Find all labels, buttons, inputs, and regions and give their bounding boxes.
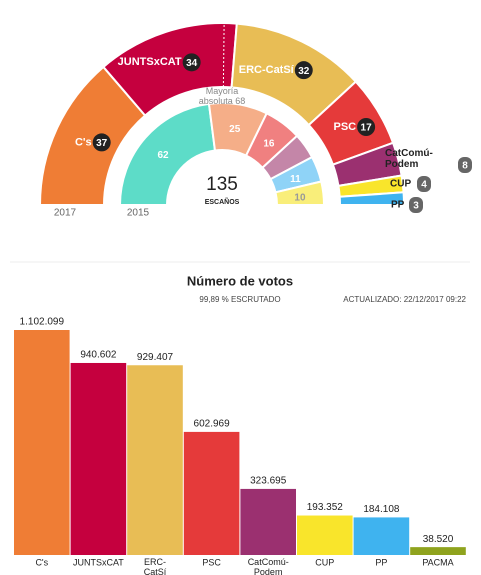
seat-count: 32 xyxy=(298,66,310,77)
seat-segment xyxy=(274,180,326,206)
majority-annotation: Mayoría absoluta 68 xyxy=(199,86,246,106)
x-tick-label: CatComú-Podem xyxy=(248,557,289,575)
ring-year: 2017 xyxy=(54,208,77,219)
bar xyxy=(353,517,410,555)
seat-count: 4 xyxy=(421,180,427,191)
x-tick-label: PP xyxy=(375,557,387,567)
bar xyxy=(70,362,127,555)
x-tick-label: C's xyxy=(35,557,48,567)
value-label: 602.969 xyxy=(194,419,231,430)
bar xyxy=(127,365,183,555)
x-tick-label: PSC xyxy=(202,557,221,567)
update-note: ACTUALIZADO: 22/12/2017 09:22 xyxy=(343,295,466,304)
chart-subtitle: 99,89 % ESCRUTADO xyxy=(199,295,280,304)
seat-badge xyxy=(294,61,313,80)
majority-line xyxy=(222,23,225,88)
seat-count: 34 xyxy=(186,58,198,69)
value-label: 38.520 xyxy=(423,534,454,545)
x-tick-label: JUNTSxCAT xyxy=(73,557,124,567)
value-label: 184.108 xyxy=(363,504,400,515)
party-label: C's xyxy=(75,136,92,148)
seat-badge xyxy=(417,176,431,192)
seat-total-label: ESCAÑOS xyxy=(205,197,240,206)
party-label: CatComú-Podem xyxy=(385,148,433,170)
bar xyxy=(183,431,240,555)
value-label: 929.407 xyxy=(137,352,174,363)
seat-count: 62 xyxy=(157,150,169,161)
value-label: 193.352 xyxy=(307,502,344,513)
seat-badge xyxy=(409,197,423,213)
party-label: JUNTSxCAT xyxy=(118,56,182,68)
party-label: PP xyxy=(391,200,405,211)
x-tick-label: CUP xyxy=(315,557,334,567)
seat-badge xyxy=(92,133,111,152)
bar xyxy=(240,488,296,555)
seat-count: 11 xyxy=(290,174,301,185)
seat-count: 10 xyxy=(294,193,306,204)
value-label: 940.602 xyxy=(80,350,117,361)
seat-count: 17 xyxy=(361,123,373,134)
chart-title: Número de votos xyxy=(187,273,293,288)
seat-total: 135 xyxy=(206,174,238,195)
bar xyxy=(297,515,353,555)
seat-badge xyxy=(458,157,472,173)
ring-year: 2015 xyxy=(127,208,150,219)
party-label: ERC-CatSí xyxy=(239,64,295,76)
seat-count: 3 xyxy=(413,201,419,212)
x-tick-label: PACMA xyxy=(422,557,453,567)
bar xyxy=(14,330,70,555)
seat-segment xyxy=(118,102,217,206)
bar xyxy=(410,547,466,555)
value-label: 323.695 xyxy=(250,476,287,487)
value-label: 1.102.099 xyxy=(20,317,65,328)
seat-segment xyxy=(338,191,406,206)
seat-badge xyxy=(182,53,201,72)
x-tick-label: ERC-CatSí xyxy=(144,557,167,575)
seat-badge xyxy=(357,117,376,136)
seat-count: 25 xyxy=(229,124,241,135)
seat-count: 37 xyxy=(96,138,108,149)
seat-count: 16 xyxy=(263,139,275,150)
party-label: PSC xyxy=(333,121,356,133)
party-label: CUP xyxy=(390,179,411,190)
seat-count: 8 xyxy=(462,161,468,172)
